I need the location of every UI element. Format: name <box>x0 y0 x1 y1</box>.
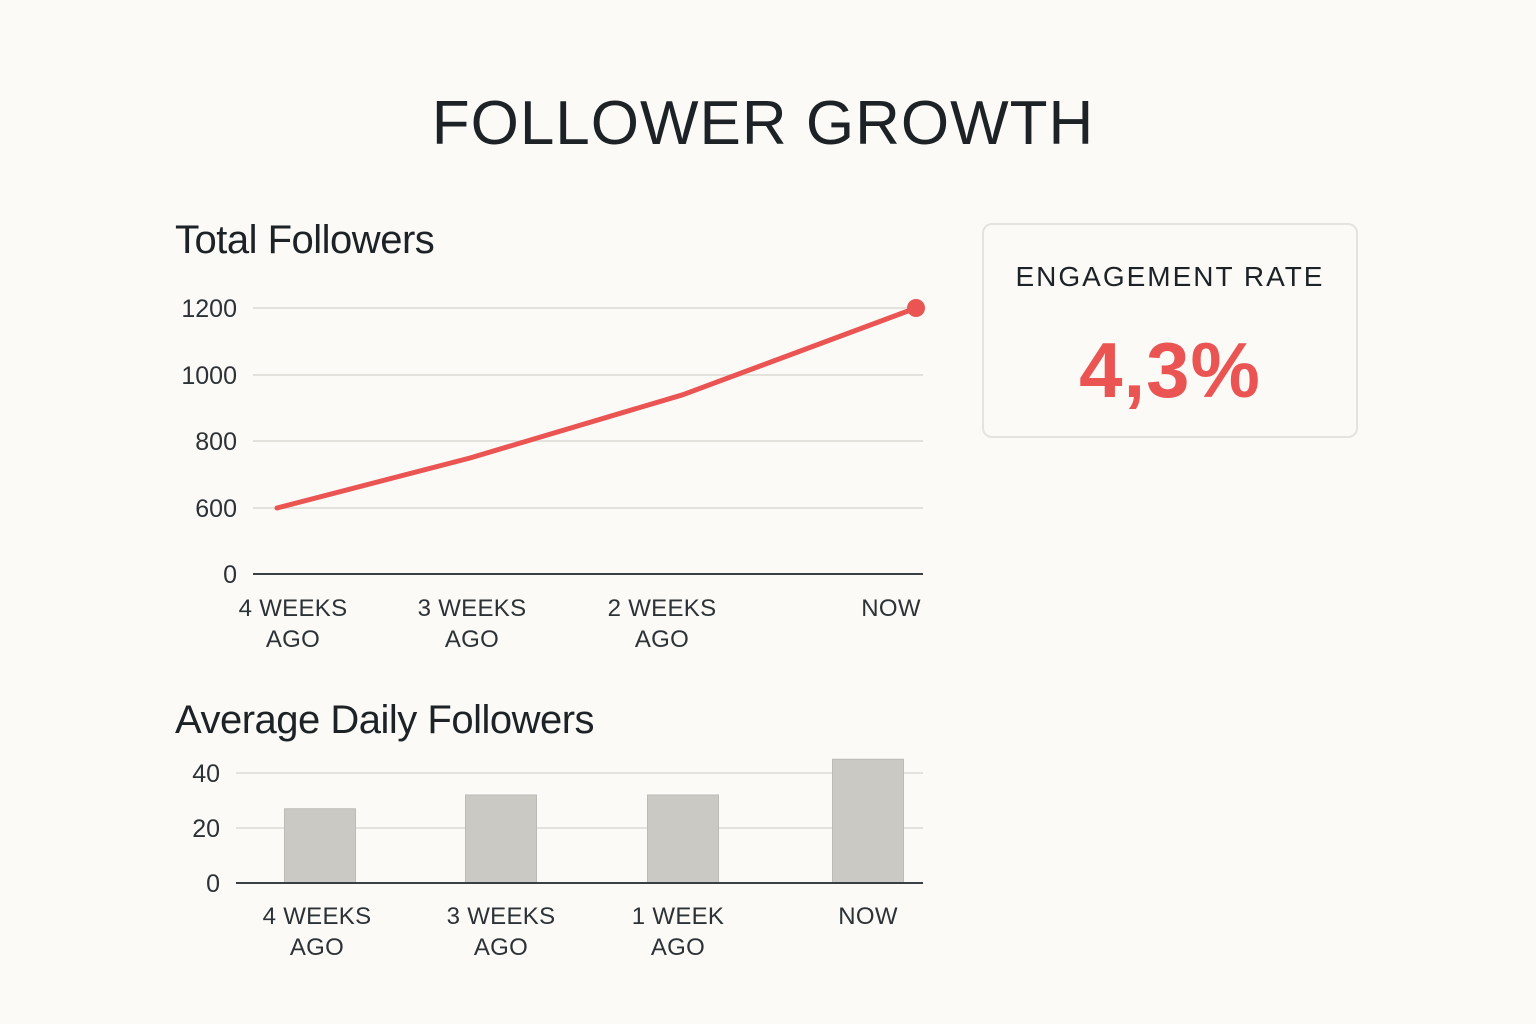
bar <box>832 758 904 884</box>
line-chart: 0 600 800 1000 1200 4 WEEKS AGO 3 WEEKS AGO 2 WEE… <box>181 295 925 653</box>
bar <box>647 794 719 884</box>
x-tick-label: 1 WEEK AGO <box>632 903 725 961</box>
x-tick-label: 4 WEEKS AGO <box>263 903 372 961</box>
engagement-card: ENGAGEMENT RATE 4,3% <box>982 223 1358 438</box>
bar-chart: 0 20 40 4 WEEKS AGO 3 WEEKS AGO 1 WEEK AGO NOW <box>192 758 923 961</box>
engagement-label: ENGAGEMENT RATE <box>1015 261 1325 292</box>
bar-chart-title: Average Daily Followers <box>175 698 595 742</box>
engagement-value: 4,3% <box>1079 326 1261 414</box>
line-point-end <box>907 299 925 317</box>
y-tick-label: 600 <box>195 495 237 523</box>
y-tick-label: 40 <box>192 760 220 788</box>
x-tick-label: 3 WEEKS AGO <box>447 903 556 961</box>
x-tick-label: NOW <box>861 595 921 622</box>
x-tick-label: 2 WEEKS AGO <box>608 595 717 653</box>
bar <box>465 794 537 884</box>
x-tick-label: NOW <box>838 903 898 930</box>
x-tick-label: 4 WEEKS AGO <box>239 595 348 653</box>
line-chart-title: Total Followers <box>175 218 435 262</box>
bar <box>284 808 356 884</box>
y-tick-label: 0 <box>223 561 237 589</box>
page-title: FOLLOWER GROWTH <box>431 89 1095 158</box>
followers-line <box>274 305 919 511</box>
x-tick-label: 3 WEEKS AGO <box>418 595 527 653</box>
y-tick-label: 1000 <box>181 362 237 390</box>
y-tick-label: 1200 <box>181 295 237 323</box>
y-tick-label: 20 <box>192 815 220 843</box>
y-tick-label: 0 <box>206 870 220 898</box>
y-tick-label: 800 <box>195 428 237 456</box>
